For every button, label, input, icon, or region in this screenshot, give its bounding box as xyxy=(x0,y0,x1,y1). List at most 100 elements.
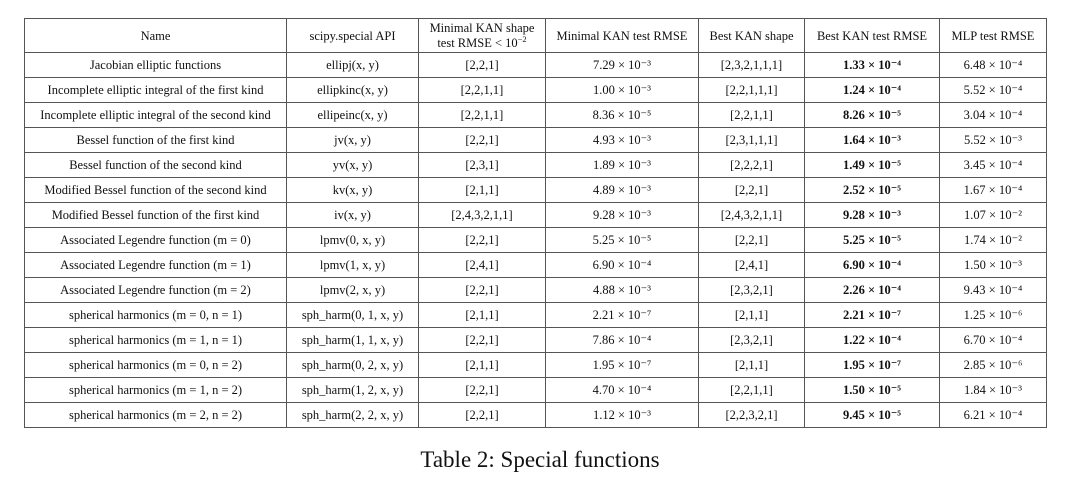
table-row: spherical harmonics (m = 1, n = 1) sph_ha… xyxy=(24,327,1047,353)
cell-scipy-api: sph_harm(2, 2, x, y) xyxy=(286,402,419,428)
cell-name: spherical harmonics (m = 1, n = 2) xyxy=(24,377,287,403)
cell-scipy-api: sph_harm(0, 1, x, y) xyxy=(286,302,419,328)
cell-name: Incomplete elliptic integral of the firs… xyxy=(24,77,287,103)
table-row: Incomplete elliptic integral of the seco… xyxy=(24,102,1047,128)
cell-best-kan-shape: [2,2,1] xyxy=(698,227,805,253)
cell-scipy-api: sph_harm(1, 1, x, y) xyxy=(286,327,419,353)
cell-best-kan-shape: [2,2,1,1] xyxy=(698,102,805,128)
table-row: Bessel function of the second kind yv(x, … xyxy=(24,152,1047,178)
cell-name: Modified Bessel function of the first ki… xyxy=(24,202,287,228)
cell-best-kan-shape: [2,2,1,1] xyxy=(698,377,805,403)
header-scipy-api: scipy.special API xyxy=(286,18,419,53)
cell-best-kan-rmse: 1.24 × 10⁻⁴ xyxy=(804,77,940,103)
cell-minimal-kan-rmse: 5.25 × 10⁻⁵ xyxy=(545,227,699,253)
cell-best-kan-rmse: 9.45 × 10⁻⁵ xyxy=(804,402,940,428)
cell-scipy-api: ellipeinc(x, y) xyxy=(286,102,419,128)
cell-mlp-rmse: 6.48 × 10⁻⁴ xyxy=(939,52,1047,78)
cell-minimal-kan-rmse: 7.86 × 10⁻⁴ xyxy=(545,327,699,353)
cell-mlp-rmse: 1.74 × 10⁻² xyxy=(939,227,1047,253)
special-functions-table: Name scipy.special API Minimal KAN shape… xyxy=(24,18,1047,428)
cell-scipy-api: lpmv(0, x, y) xyxy=(286,227,419,253)
cell-minimal-kan-shape: [2,2,1] xyxy=(418,227,546,253)
table-row: Incomplete elliptic integral of the firs… xyxy=(24,77,1047,103)
cell-best-kan-rmse: 2.21 × 10⁻⁷ xyxy=(804,302,940,328)
cell-minimal-kan-shape: [2,1,1] xyxy=(418,352,546,378)
cell-minimal-kan-shape: [2,1,1] xyxy=(418,302,546,328)
cell-best-kan-rmse: 2.26 × 10⁻⁴ xyxy=(804,277,940,303)
cell-scipy-api: lpmv(1, x, y) xyxy=(286,252,419,278)
cell-mlp-rmse: 5.52 × 10⁻⁴ xyxy=(939,77,1047,103)
cell-minimal-kan-shape: [2,2,1] xyxy=(418,127,546,153)
cell-best-kan-shape: [2,1,1] xyxy=(698,302,805,328)
cell-best-kan-shape: [2,2,2,1] xyxy=(698,152,805,178)
cell-best-kan-rmse: 1.64 × 10⁻³ xyxy=(804,127,940,153)
cell-name: Bessel function of the first kind xyxy=(24,127,287,153)
cell-best-kan-rmse: 1.50 × 10⁻⁵ xyxy=(804,377,940,403)
cell-name: spherical harmonics (m = 0, n = 1) xyxy=(24,302,287,328)
cell-minimal-kan-shape: [2,4,1] xyxy=(418,252,546,278)
cell-minimal-kan-rmse: 9.28 × 10⁻³ xyxy=(545,202,699,228)
cell-mlp-rmse: 6.21 × 10⁻⁴ xyxy=(939,402,1047,428)
header-best-kan-shape: Best KAN shape xyxy=(698,18,805,53)
cell-best-kan-rmse: 8.26 × 10⁻⁵ xyxy=(804,102,940,128)
cell-minimal-kan-shape: [2,2,1] xyxy=(418,277,546,303)
cell-mlp-rmse: 3.45 × 10⁻⁴ xyxy=(939,152,1047,178)
cell-scipy-api: sph_harm(1, 2, x, y) xyxy=(286,377,419,403)
cell-best-kan-rmse: 1.22 × 10⁻⁴ xyxy=(804,327,940,353)
cell-minimal-kan-rmse: 8.36 × 10⁻⁵ xyxy=(545,102,699,128)
table-caption: Table 2: Special functions xyxy=(420,447,660,472)
cell-best-kan-shape: [2,3,2,1,1,1] xyxy=(698,52,805,78)
cell-scipy-api: ellipkinc(x, y) xyxy=(286,77,419,103)
cell-mlp-rmse: 3.04 × 10⁻⁴ xyxy=(939,102,1047,128)
header-name: Name xyxy=(24,18,287,53)
cell-minimal-kan-shape: [2,2,1,1] xyxy=(418,102,546,128)
cell-minimal-kan-rmse: 1.00 × 10⁻³ xyxy=(545,77,699,103)
cell-minimal-kan-rmse: 6.90 × 10⁻⁴ xyxy=(545,252,699,278)
cell-minimal-kan-shape: [2,2,1] xyxy=(418,327,546,353)
cell-scipy-api: ellipj(x, y) xyxy=(286,52,419,78)
cell-best-kan-shape: [2,4,3,2,1,1] xyxy=(698,202,805,228)
cell-best-kan-shape: [2,1,1] xyxy=(698,352,805,378)
header-mlp-rmse: MLP test RMSE xyxy=(939,18,1047,53)
table-row: Associated Legendre function (m = 2) lpmv… xyxy=(24,277,1047,303)
cell-mlp-rmse: 1.67 × 10⁻⁴ xyxy=(939,177,1047,203)
cell-best-kan-rmse: 6.90 × 10⁻⁴ xyxy=(804,252,940,278)
cell-scipy-api: kv(x, y) xyxy=(286,177,419,203)
cell-best-kan-rmse: 2.52 × 10⁻⁵ xyxy=(804,177,940,203)
table-row: Associated Legendre function (m = 0) lpmv… xyxy=(24,227,1047,253)
table-header-row: Name scipy.special API Minimal KAN shape… xyxy=(24,18,1047,53)
table-row: spherical harmonics (m = 0, n = 1) sph_ha… xyxy=(24,302,1047,328)
cell-mlp-rmse: 2.85 × 10⁻⁶ xyxy=(939,352,1047,378)
cell-scipy-api: jv(x, y) xyxy=(286,127,419,153)
cell-best-kan-shape: [2,2,1] xyxy=(698,177,805,203)
cell-name: Incomplete elliptic integral of the seco… xyxy=(24,102,287,128)
cell-scipy-api: yv(x, y) xyxy=(286,152,419,178)
cell-name: Associated Legendre function (m = 1) xyxy=(24,252,287,278)
cell-name: Jacobian elliptic functions xyxy=(24,52,287,78)
cell-minimal-kan-shape: [2,2,1] xyxy=(418,402,546,428)
cell-minimal-kan-rmse: 1.95 × 10⁻⁷ xyxy=(545,352,699,378)
cell-mlp-rmse: 1.25 × 10⁻⁶ xyxy=(939,302,1047,328)
cell-name: Associated Legendre function (m = 0) xyxy=(24,227,287,253)
cell-minimal-kan-rmse: 2.21 × 10⁻⁷ xyxy=(545,302,699,328)
cell-mlp-rmse: 6.70 × 10⁻⁴ xyxy=(939,327,1047,353)
table-row: Associated Legendre function (m = 1) lpmv… xyxy=(24,252,1047,278)
cell-best-kan-shape: [2,2,3,2,1] xyxy=(698,402,805,428)
cell-minimal-kan-rmse: 4.89 × 10⁻³ xyxy=(545,177,699,203)
cell-name: Bessel function of the second kind xyxy=(24,152,287,178)
table-row: Modified Bessel function of the first ki… xyxy=(24,202,1047,228)
cell-minimal-kan-rmse: 1.89 × 10⁻³ xyxy=(545,152,699,178)
cell-best-kan-shape: [2,4,1] xyxy=(698,252,805,278)
cell-minimal-kan-rmse: 7.29 × 10⁻³ xyxy=(545,52,699,78)
table-row: spherical harmonics (m = 1, n = 2) sph_ha… xyxy=(24,377,1047,403)
cell-name: Modified Bessel function of the second k… xyxy=(24,177,287,203)
table-row: spherical harmonics (m = 2, n = 2) sph_ha… xyxy=(24,402,1047,428)
cell-scipy-api: iv(x, y) xyxy=(286,202,419,228)
table-row: spherical harmonics (m = 0, n = 2) sph_ha… xyxy=(24,352,1047,378)
cell-best-kan-shape: [2,2,1,1,1] xyxy=(698,77,805,103)
table-row: Bessel function of the first kind jv(x, y… xyxy=(24,127,1047,153)
cell-minimal-kan-rmse: 4.70 × 10⁻⁴ xyxy=(545,377,699,403)
cell-best-kan-shape: [2,3,1,1,1] xyxy=(698,127,805,153)
cell-best-kan-rmse: 9.28 × 10⁻³ xyxy=(804,202,940,228)
cell-name: Associated Legendre function (m = 2) xyxy=(24,277,287,303)
